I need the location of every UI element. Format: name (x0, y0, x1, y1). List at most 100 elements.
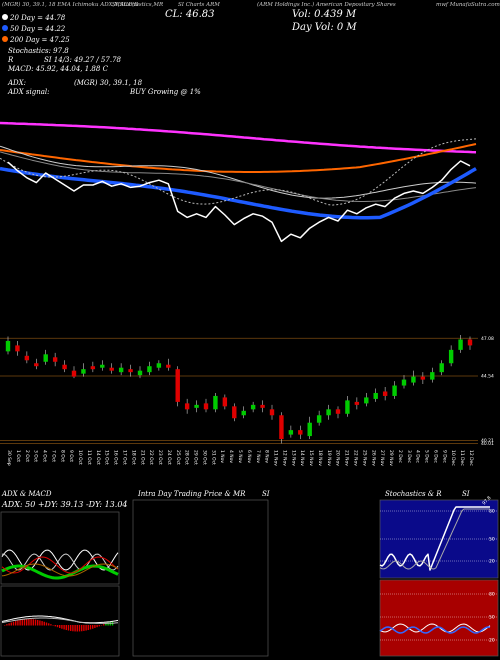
macd-hist-bar (32, 619, 34, 626)
macd-hist-bar (43, 621, 45, 626)
date-tick: 18 Oct (130, 450, 136, 465)
stoch-value: 97.8 (481, 495, 492, 506)
date-tick: 4 Oct (42, 450, 48, 462)
date-tick: 29 Nov (388, 450, 394, 466)
legend-ema200: 200 Day = 47.25 (2, 36, 70, 44)
macd-hist-bar (6, 624, 8, 626)
stoch-tick: 50 (489, 537, 495, 543)
date-tick: 23 Oct (157, 450, 163, 465)
macd-hist-bar (74, 625, 76, 632)
ema200-label: 200 Day = 47.25 (10, 36, 70, 44)
date-tick: 7 Oct (50, 450, 56, 462)
ema200-line (0, 143, 477, 173)
date-tick: 9 Dec (441, 450, 447, 464)
macd-hist-bar (56, 625, 59, 628)
macd-hist-bar (98, 625, 100, 627)
date-tick: 6 Dec (432, 450, 438, 464)
date-tick: 28 Oct (184, 450, 190, 465)
macd-hist-bar (4, 625, 6, 626)
candle-body (166, 364, 171, 368)
candle-body (420, 376, 426, 380)
level-label-1: 44.54 (481, 374, 494, 380)
date-tick: 18 Nov (317, 450, 323, 466)
macd-hist-bar (21, 619, 23, 626)
candle-body (335, 409, 341, 414)
intra-panel-frame (132, 499, 269, 657)
price-line (7, 160, 471, 243)
date-tick: 11 Dec (459, 450, 465, 466)
adx-panel-frame (0, 511, 120, 585)
date-tick: 13 Nov (290, 450, 296, 466)
candle-body (232, 406, 237, 419)
candle-body (43, 354, 48, 362)
macd-hist-bar (52, 625, 54, 626)
macd-hist-bar (103, 624, 105, 626)
candle-body (109, 367, 114, 371)
legend-buy: BUY Growing @ 1% (130, 88, 201, 96)
candle-body (288, 430, 294, 435)
date-tick: 6 Nov (246, 450, 252, 463)
candle-body (307, 422, 312, 437)
candle-body (250, 404, 256, 410)
date-tick: 17 Oct (122, 450, 128, 465)
macd-hist-bar (65, 625, 67, 631)
candle-body (52, 357, 58, 362)
macd-hist-bar (54, 625, 56, 627)
stoch-d-line (379, 508, 490, 570)
adx-panel-title: ADX & MACD (2, 490, 52, 498)
candle-body (71, 370, 77, 377)
candle-body (90, 366, 96, 370)
macd-hist-bar (50, 624, 52, 626)
candle-body (354, 401, 360, 405)
macd-hist-bar (89, 625, 92, 630)
date-tick: 15 Oct (104, 450, 110, 465)
legend-macd: MACD: 45.92, 44.04, 1.88 C (8, 65, 108, 73)
candle-body (62, 364, 67, 370)
date-tick: 31 Oct (210, 450, 216, 465)
magenta-line (0, 121, 477, 154)
date-tick: 27 Nov (379, 450, 385, 466)
date-axis: 30 Sep 1 Oct 2 Oct 3 Oct 4 Oct 7 Oct 8 Oct 9 Oc… (6, 450, 474, 466)
rsi-tick: 20 (489, 638, 495, 644)
macd-hist-bar (17, 620, 19, 626)
intra-panel-title: Intra Day Trading Price & MR (138, 490, 246, 498)
date-tick: 3 Dec (406, 450, 412, 464)
candle-body (175, 369, 180, 402)
stoch-panel-title: Stochastics & R (385, 490, 442, 498)
candle-body (100, 364, 105, 368)
candle-body (364, 397, 369, 404)
macd-hist-bar (26, 619, 28, 626)
candle-body (15, 345, 20, 352)
macd-hist-bar (39, 620, 41, 626)
date-tick: 25 Oct (175, 450, 181, 465)
legend-stochastics: Stochastics: 97.8 (8, 47, 69, 55)
candle-body (203, 403, 209, 410)
date-tick: 12 Dec (468, 450, 474, 466)
macd-hist-bar (85, 625, 87, 631)
date-tick: 11 Oct (86, 450, 92, 465)
candle-body (156, 363, 162, 368)
macd-hist-bar (87, 625, 89, 631)
rsi-tick: 80 (489, 592, 495, 598)
rsi-white-line (379, 623, 491, 633)
candle-body (260, 404, 265, 408)
macd-hist-bar (10, 622, 12, 626)
macd-hist-bar (100, 624, 103, 626)
date-tick: 10 Dec (450, 450, 456, 466)
ema200-swatch (2, 36, 8, 42)
ema50-label: 50 Day = 44.22 (10, 25, 66, 33)
adx-red-line (1, 556, 119, 574)
macd-hist-bar (81, 625, 83, 632)
date-tick: 5 Nov (237, 450, 243, 463)
date-tick: 21 Nov (344, 450, 350, 466)
rsi-panel-frame (379, 579, 499, 657)
macd-hist-bar (8, 623, 10, 626)
macd-hist-bar (45, 622, 48, 626)
level-label-2: 40.21 (481, 438, 494, 444)
lower-band-line (0, 151, 477, 202)
date-tick: 20 Nov (335, 450, 341, 466)
date-tick: 8 Oct (59, 450, 65, 462)
legend-ema50: 50 Day = 44.22 (2, 25, 65, 33)
